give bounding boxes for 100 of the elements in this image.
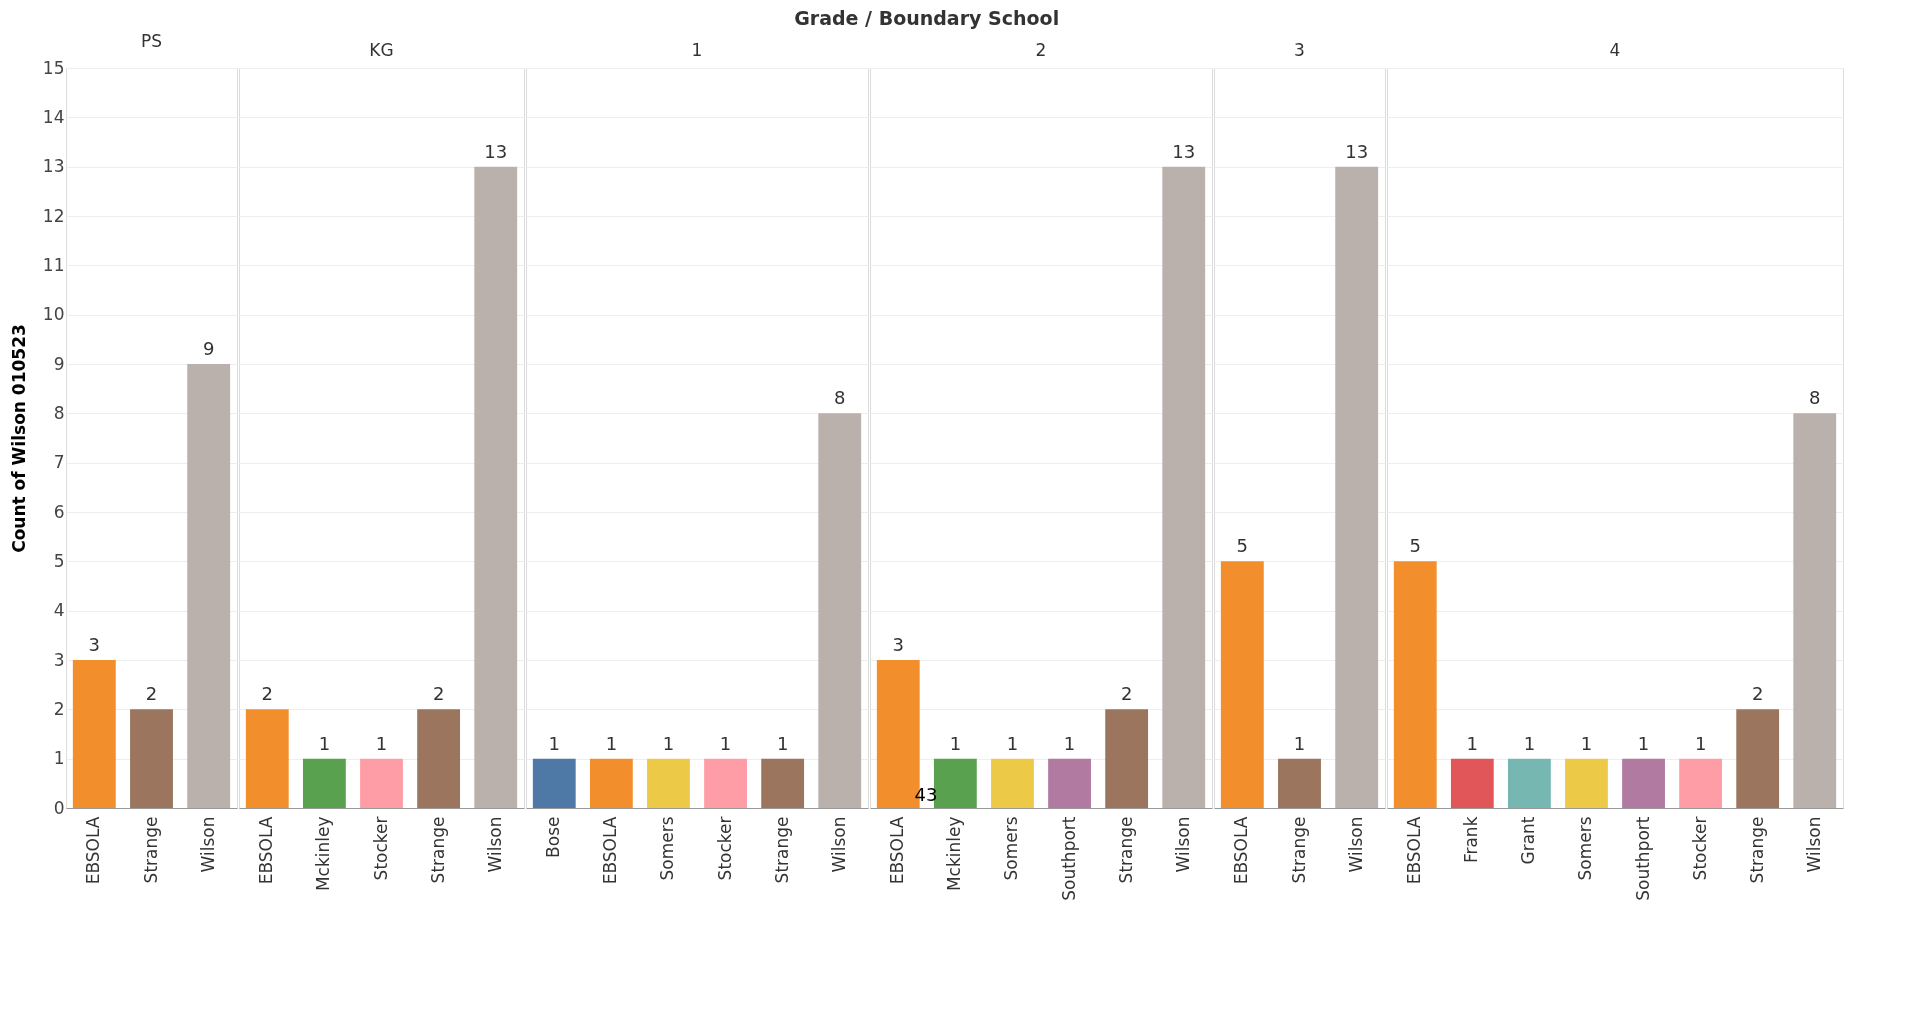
data-label: 1 xyxy=(1637,732,1650,754)
y-tick-label: 9 xyxy=(53,353,65,374)
x-tick-label: EBSOLA xyxy=(1231,816,1252,885)
bar xyxy=(1793,413,1837,808)
x-tick-label: Wilson xyxy=(1345,816,1366,873)
bar xyxy=(1507,758,1551,808)
data-label: 1 xyxy=(548,732,560,754)
y-tick-label: 0 xyxy=(53,797,65,818)
bar xyxy=(187,364,231,808)
chart-title: 4 xyxy=(1609,40,1621,60)
y-tick-label: 1 xyxy=(53,748,65,769)
y-tick-label: 10 xyxy=(42,304,65,325)
bar xyxy=(1105,709,1149,808)
data-label: 1 xyxy=(1063,732,1076,754)
bar xyxy=(1450,758,1494,808)
bar xyxy=(1736,709,1780,808)
y-tick-label: 2 xyxy=(53,698,65,719)
y-tick-label: 8 xyxy=(53,402,65,423)
bar xyxy=(130,709,173,808)
x-tick-label: Mckinley xyxy=(944,816,965,892)
y-tick-label: 15 xyxy=(42,57,65,78)
data-label: 13 xyxy=(484,140,508,162)
bar xyxy=(72,660,116,808)
y-tick-label: 7 xyxy=(53,452,65,473)
x-tick-label: Stocker xyxy=(1689,816,1710,881)
x-tick-label: Strange xyxy=(1288,816,1309,884)
x-tick-label: Wilson xyxy=(1172,816,1193,873)
data-label: 1 xyxy=(1694,732,1707,754)
x-tick-label: Strange xyxy=(140,816,161,884)
bar xyxy=(1622,758,1665,808)
text: Grade / Boundary School xyxy=(794,6,1060,29)
x-tick-label: Somers xyxy=(1575,816,1596,881)
data-label: 8 xyxy=(834,387,846,409)
x-tick-label: Bose xyxy=(543,816,564,858)
data-label: 3 xyxy=(88,634,101,655)
x-tick-label: Stocker xyxy=(370,816,391,881)
y-tick-label: 5 xyxy=(53,550,65,571)
y-tick-label: 12 xyxy=(42,205,65,226)
x-tick-label: EBSOLA xyxy=(887,816,908,885)
y-tick-label: 4 xyxy=(53,600,65,621)
data-label: 1 xyxy=(1523,732,1536,754)
data-label: 1 xyxy=(1006,732,1019,754)
chart-title: KG xyxy=(369,40,394,60)
x-tick-label: EBSOLA xyxy=(83,816,104,885)
data-label: 5 xyxy=(1236,535,1249,557)
x-tick-label: Strange xyxy=(771,816,792,884)
chart-title: 1 xyxy=(691,40,703,60)
bar xyxy=(1565,758,1608,808)
x-tick-label: Mckinley xyxy=(313,816,334,892)
data-label: 2 xyxy=(145,683,158,705)
bar xyxy=(1162,166,1206,808)
y-tick-label: 11 xyxy=(42,254,65,275)
y-axis-title: Count of Wilson 010523 xyxy=(8,324,29,553)
data-label: 2 xyxy=(432,683,445,705)
data-label: 1 xyxy=(949,732,962,754)
data-label: 3 xyxy=(892,634,904,655)
x-tick-label: Wilson xyxy=(1803,816,1824,873)
y-tick-label: 13 xyxy=(42,156,65,177)
data-label: 9 xyxy=(202,338,215,359)
data-label: 1 xyxy=(375,732,388,754)
x-tick-label: Wilson xyxy=(484,816,505,873)
bar xyxy=(1048,758,1091,808)
data-label: 2 xyxy=(261,683,273,705)
x-tick-label: Somers xyxy=(657,816,678,881)
data-label: 13 xyxy=(1172,140,1196,162)
x-tick-label: EBSOLA xyxy=(1404,816,1425,885)
data-label: 1 xyxy=(776,732,789,754)
data-label: 8 xyxy=(1809,387,1821,409)
bar xyxy=(1679,758,1723,808)
y-tick-label: 6 xyxy=(53,501,65,522)
y-tick-label: 3 xyxy=(53,649,65,670)
bar xyxy=(1393,561,1437,808)
x-tick-label: Wilson xyxy=(828,816,849,873)
x-tick-label: Grant xyxy=(1518,816,1539,865)
data-label: 1 xyxy=(1293,732,1306,754)
data-label: 1 xyxy=(662,732,675,754)
data-label: 1 xyxy=(605,732,618,754)
x-tick-label: Strange xyxy=(427,816,448,884)
y-tick-label: 14 xyxy=(42,106,65,127)
data-label: 1 xyxy=(318,732,331,754)
data-label: 13 xyxy=(1345,140,1369,162)
x-tick-label: Frank xyxy=(1461,816,1482,864)
data-label: 5 xyxy=(1409,535,1421,557)
x-tick-label: Strange xyxy=(1746,816,1767,884)
data-label: 1 xyxy=(719,732,732,754)
data-label: 1 xyxy=(1580,732,1593,754)
x-tick-label: Southport xyxy=(1058,816,1079,901)
data-label: 2 xyxy=(1120,683,1133,705)
x-tick-label: Strange xyxy=(1115,816,1136,884)
chart-title: 3 xyxy=(1294,40,1305,60)
x-tick-label: EBSOLA xyxy=(600,816,621,885)
chart-title: 2 xyxy=(1035,40,1047,60)
x-tick-label: Wilson xyxy=(197,816,218,873)
x-tick-label: Stocker xyxy=(714,816,735,881)
x-tick-label: EBSOLA xyxy=(256,816,277,885)
data-label: 1 xyxy=(1466,732,1479,754)
data-label: 2 xyxy=(1751,683,1764,705)
x-tick-label: Somers xyxy=(1001,816,1022,881)
chart-title: PS xyxy=(140,31,163,51)
x-tick-label: Southport xyxy=(1632,816,1653,901)
